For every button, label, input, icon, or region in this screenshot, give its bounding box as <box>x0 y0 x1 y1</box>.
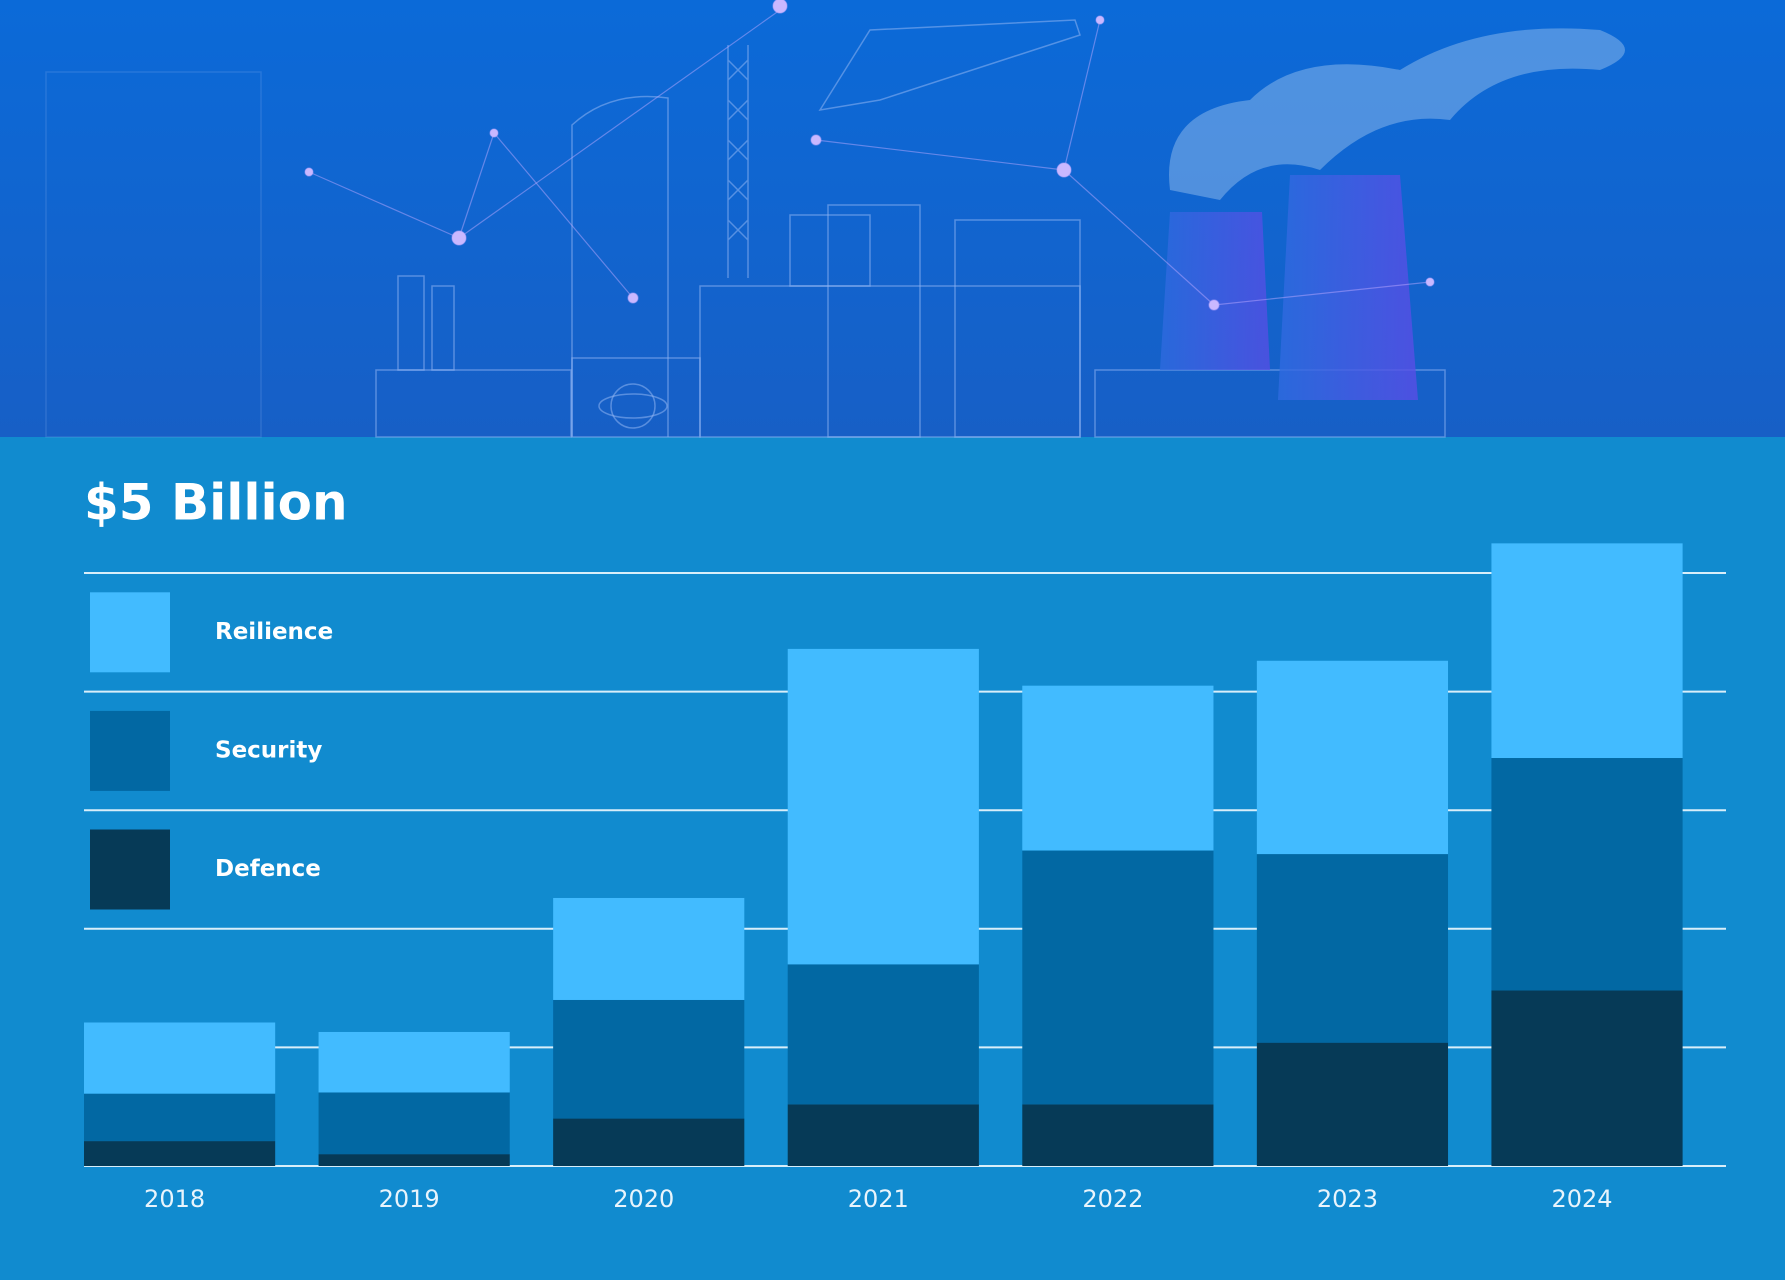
bar-segment <box>318 1031 510 1093</box>
bar-segment <box>84 1093 276 1142</box>
bar-segment <box>1022 850 1214 1105</box>
bar-segment <box>787 964 979 1105</box>
bar-segment <box>1256 660 1449 855</box>
hero-illustration <box>0 0 1785 438</box>
bar-segment <box>1022 1104 1214 1166</box>
bar-segment <box>787 648 979 965</box>
bar-segment <box>1022 685 1214 851</box>
chart-title: $5 Billion <box>84 474 348 532</box>
bar-segment <box>1491 990 1683 1166</box>
bar-segment <box>553 897 745 1000</box>
bar-segment <box>1256 854 1449 1043</box>
x-tick-label: 2022 <box>1082 1185 1143 1213</box>
bar-segment <box>84 1141 276 1166</box>
x-tick-label: 2021 <box>848 1185 909 1213</box>
legend-label: Defence <box>215 856 321 882</box>
bar-segment <box>1256 1042 1449 1166</box>
x-tick-label: 2019 <box>379 1185 440 1213</box>
legend-swatch <box>90 710 170 791</box>
bar-segment <box>318 1154 510 1166</box>
x-tick-label: 2020 <box>613 1185 674 1213</box>
bar-segment <box>787 1104 979 1166</box>
bar-segment <box>1491 543 1683 759</box>
legend-swatch <box>90 592 170 673</box>
legend-label: Reilience <box>215 619 333 645</box>
bar-segment <box>1491 758 1683 991</box>
legend-swatch <box>90 829 170 910</box>
x-tick-label: 2023 <box>1317 1185 1378 1213</box>
legend-label: Security <box>215 737 322 763</box>
x-tick-label: 2018 <box>144 1185 205 1213</box>
bar-segment <box>318 1092 510 1155</box>
x-tick-label: 2024 <box>1551 1185 1612 1213</box>
bar-segment <box>84 1022 276 1094</box>
bar-segment <box>553 1118 745 1166</box>
bar-segment <box>553 999 745 1119</box>
